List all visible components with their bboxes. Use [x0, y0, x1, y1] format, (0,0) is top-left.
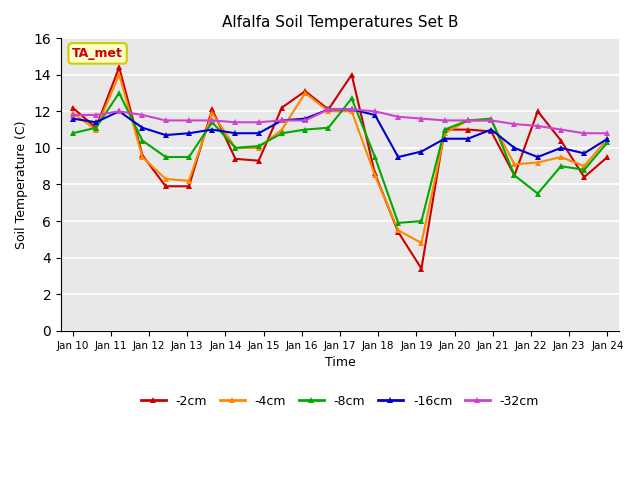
Legend: -2cm, -4cm, -8cm, -16cm, -32cm: -2cm, -4cm, -8cm, -16cm, -32cm — [136, 390, 544, 413]
X-axis label: Time: Time — [324, 356, 355, 369]
Text: TA_met: TA_met — [72, 47, 123, 60]
Y-axis label: Soil Temperature (C): Soil Temperature (C) — [15, 120, 28, 249]
Title: Alfalfa Soil Temperatures Set B: Alfalfa Soil Temperatures Set B — [222, 15, 458, 30]
